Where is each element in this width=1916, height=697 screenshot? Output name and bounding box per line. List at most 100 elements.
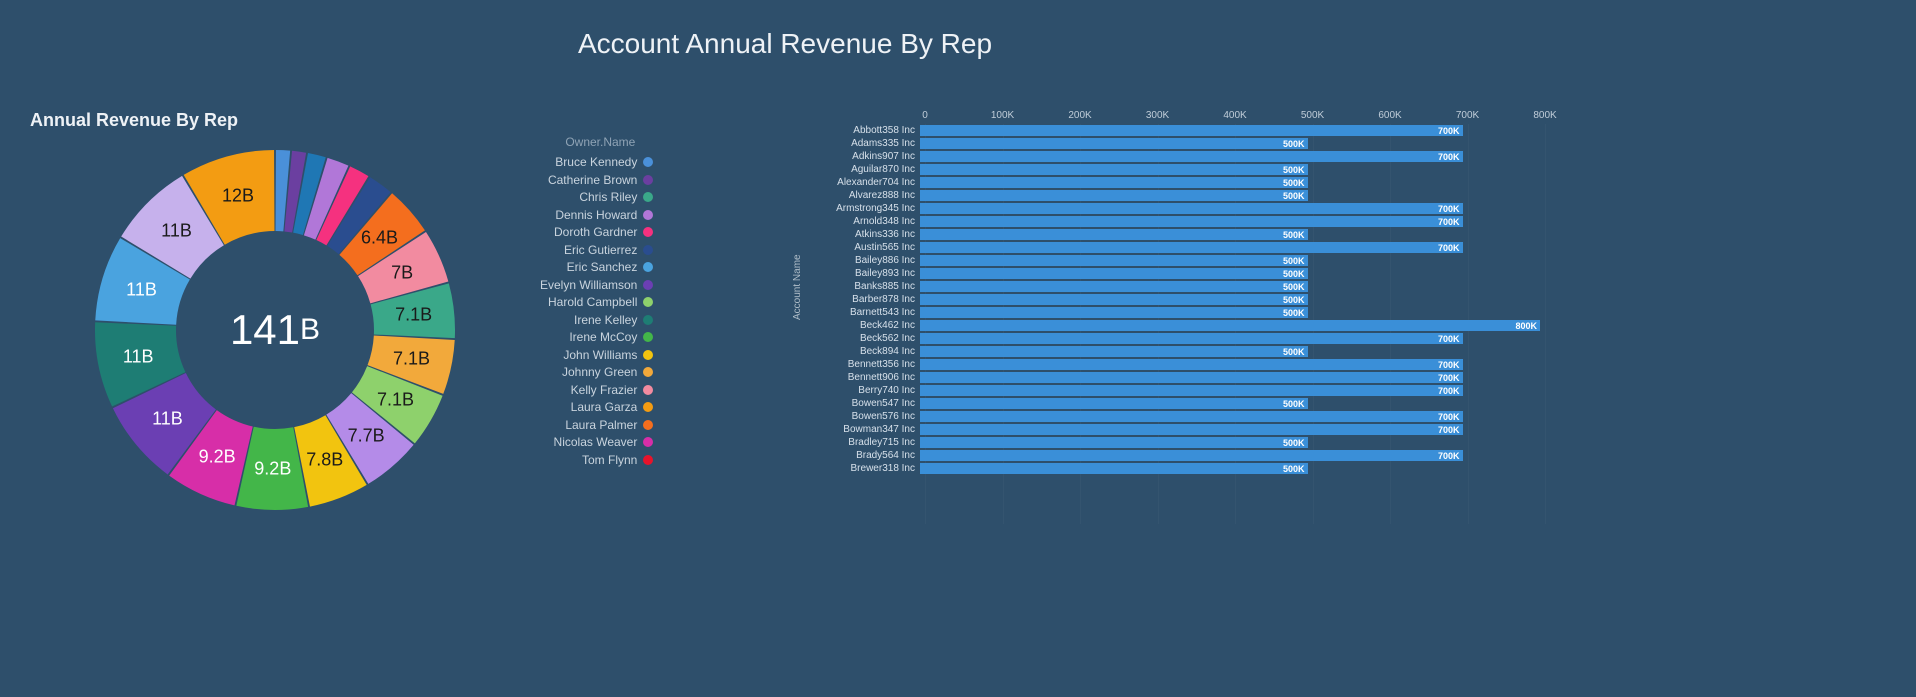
legend-item[interactable]: Eric Sanchez (540, 260, 653, 274)
bar-row[interactable]: Adkins907 Inc700K (800, 150, 1545, 163)
legend-swatch-icon (643, 245, 653, 255)
bar-value-label: 500K (1283, 308, 1305, 318)
legend-item[interactable]: Nicolas Weaver (540, 435, 653, 449)
bar-row[interactable]: Barnett543 Inc500K (800, 306, 1545, 319)
bar-row[interactable]: Alvarez888 Inc 500K (800, 189, 1545, 202)
legend-item[interactable]: Irene Kelley (540, 313, 653, 327)
bar-value-label: 700K (1438, 126, 1460, 136)
bar-rect[interactable]: 700K (920, 216, 1463, 227)
legend-title: Owner.Name (540, 135, 653, 149)
bar-value-label: 500K (1283, 139, 1305, 149)
legend-item-label: Johnny Green (562, 365, 637, 379)
legend-item[interactable]: John Williams (540, 348, 653, 362)
bar-rect[interactable]: 700K (920, 450, 1463, 461)
legend-item[interactable]: Evelyn Williamson (540, 278, 653, 292)
bar-axis-tick: 300K (1146, 110, 1169, 121)
bar-row[interactable]: Brewer318 Inc500K (800, 462, 1545, 475)
legend-item[interactable]: Bruce Kennedy (540, 155, 653, 169)
legend-swatch-icon (643, 210, 653, 220)
bar-rect[interactable]: 500K (920, 177, 1308, 188)
bar-row[interactable]: Bowman347 Inc700K (800, 423, 1545, 436)
bar-row[interactable]: Aguilar870 Inc500K (800, 163, 1545, 176)
bar-row[interactable]: Bradley715 Inc500K (800, 436, 1545, 449)
bar-row-label: Bennett906 Inc (800, 372, 920, 383)
bar-value-label: 700K (1438, 204, 1460, 214)
bar-rect[interactable]: 500K (920, 437, 1308, 448)
bar-rect[interactable]: 700K (920, 151, 1463, 162)
bar-value-label: 700K (1438, 386, 1460, 396)
bar-rect[interactable]: 800K (920, 320, 1540, 331)
bar-rect[interactable]: 500K (920, 346, 1308, 357)
bar-row[interactable]: Alexander704 Inc500K (800, 176, 1545, 189)
legend-item[interactable]: Doroth Gardner (540, 225, 653, 239)
bar-row[interactable]: Arnold348 Inc700K (800, 215, 1545, 228)
bar-row[interactable]: Beck562 Inc700K (800, 332, 1545, 345)
bar-value-label: 700K (1438, 451, 1460, 461)
bar-rect[interactable]: 500K (920, 190, 1308, 201)
bar-rect[interactable]: 500K (920, 268, 1308, 279)
bar-value-label: 500K (1283, 438, 1305, 448)
bar-row[interactable]: Bennett356 Inc700K (800, 358, 1545, 371)
bar-value-label: 500K (1283, 347, 1305, 357)
legend-item[interactable]: Laura Palmer (540, 418, 653, 432)
legend-item[interactable]: Catherine Brown (540, 173, 653, 187)
bar-rect[interactable]: 500K (920, 463, 1308, 474)
legend-item[interactable]: Kelly Frazier (540, 383, 653, 397)
bar-row[interactable]: Bowen576 Inc700K (800, 410, 1545, 423)
bar-value-label: 500K (1283, 295, 1305, 305)
legend-swatch-icon (643, 420, 653, 430)
bar-rect[interactable]: 500K (920, 281, 1308, 292)
legend-item-label: Catherine Brown (548, 173, 637, 187)
bar-chart[interactable]: 0100K200K300K400K500K600K700K800K Abbott… (800, 110, 1550, 530)
bar-rect[interactable]: 500K (920, 138, 1308, 149)
bar-rect[interactable]: 500K (920, 229, 1308, 240)
bar-rect[interactable]: 500K (920, 255, 1308, 266)
bar-row[interactable]: Bowen547 Inc500K (800, 397, 1545, 410)
bar-row[interactable]: Banks885 Inc500K (800, 280, 1545, 293)
legend-item[interactable]: Laura Garza (540, 400, 653, 414)
bar-rect[interactable]: 700K (920, 424, 1463, 435)
legend-item[interactable]: Irene McCoy (540, 330, 653, 344)
bar-rect[interactable]: 700K (920, 385, 1463, 396)
bar-rect[interactable]: 700K (920, 359, 1463, 370)
bar-value-label: 500K (1283, 191, 1305, 201)
bar-row-label: Alvarez888 Inc (800, 190, 920, 201)
bar-rect[interactable]: 700K (920, 242, 1463, 253)
donut-chart[interactable]: 141B 6.4B7B7.1B7.1B7.1B7.7B7.8B9.2B9.2B1… (85, 140, 465, 520)
bar-rect[interactable]: 500K (920, 307, 1308, 318)
bar-row[interactable]: Bennett906 Inc700K (800, 371, 1545, 384)
bar-row[interactable]: Beck894 Inc500K (800, 345, 1545, 358)
bar-rect[interactable]: 700K (920, 333, 1463, 344)
legend-item-label: Laura Palmer (565, 418, 637, 432)
bar-value-label: 500K (1283, 464, 1305, 474)
bar-rect[interactable]: 700K (920, 411, 1463, 422)
bar-row[interactable]: Austin565 Inc700K (800, 241, 1545, 254)
bar-row[interactable]: Bailey886 Inc500K (800, 254, 1545, 267)
legend-item[interactable]: Eric Gutierrez (540, 243, 653, 257)
bar-rect[interactable]: 500K (920, 294, 1308, 305)
bar-row[interactable]: Beck462 Inc800K (800, 319, 1545, 332)
bar-value-label: 700K (1438, 152, 1460, 162)
legend-item-label: Doroth Gardner (554, 225, 637, 239)
legend-item[interactable]: Harold Campbell (540, 295, 653, 309)
bar-row[interactable]: Abbott358 Inc700K (800, 124, 1545, 137)
legend-item-label: Evelyn Williamson (540, 278, 637, 292)
bar-rect[interactable]: 700K (920, 372, 1463, 383)
bar-row[interactable]: Bailey893 Inc500K (800, 267, 1545, 280)
bar-row[interactable]: Berry740 Inc700K (800, 384, 1545, 397)
legend-item[interactable]: Tom Flynn (540, 453, 653, 467)
legend-item[interactable]: Dennis Howard (540, 208, 653, 222)
legend-item-label: Laura Garza (571, 400, 638, 414)
bar-row[interactable]: Barber878 Inc500K (800, 293, 1545, 306)
bar-rect[interactable]: 700K (920, 125, 1463, 136)
bar-row[interactable]: Brady564 Inc700K (800, 449, 1545, 462)
bar-row-label: Bailey893 Inc (800, 268, 920, 279)
bar-rect[interactable]: 500K (920, 398, 1308, 409)
bar-row[interactable]: Adams335 Inc500K (800, 137, 1545, 150)
legend-item[interactable]: Chris Riley (540, 190, 653, 204)
bar-row[interactable]: Atkins336 Inc500K (800, 228, 1545, 241)
bar-rect[interactable]: 700K (920, 203, 1463, 214)
bar-rect[interactable]: 500K (920, 164, 1308, 175)
legend-item[interactable]: Johnny Green (540, 365, 653, 379)
bar-row[interactable]: Armstrong345 Inc700K (800, 202, 1545, 215)
